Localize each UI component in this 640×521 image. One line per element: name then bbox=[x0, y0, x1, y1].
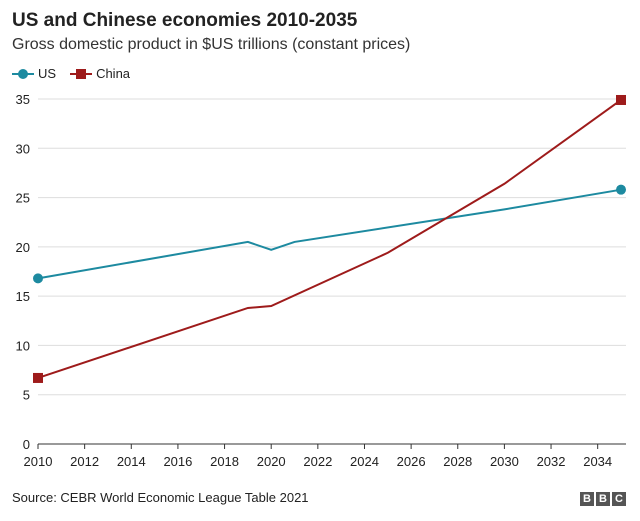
square-marker-icon bbox=[70, 68, 93, 79]
legend-item-us: US bbox=[12, 66, 56, 81]
source-note: Source: CEBR World Economic League Table… bbox=[12, 490, 309, 505]
x-tick-label: 2030 bbox=[490, 454, 519, 469]
y-tick-label: 5 bbox=[23, 388, 30, 403]
chart-title: US and Chinese economies 2010-2035 bbox=[12, 10, 358, 31]
legend-item-china: China bbox=[70, 66, 130, 81]
x-tick-label: 2034 bbox=[583, 454, 612, 469]
series-line-china bbox=[37, 99, 622, 379]
y-tick-label: 25 bbox=[16, 191, 30, 206]
series-line-us bbox=[37, 188, 622, 280]
x-tick-label: 2026 bbox=[397, 454, 426, 469]
x-tick-label: 2014 bbox=[117, 454, 146, 469]
legend: US China bbox=[12, 66, 130, 81]
data-point bbox=[33, 372, 43, 383]
legend-label: US bbox=[38, 66, 57, 81]
x-tick-label: 2012 bbox=[70, 454, 99, 469]
x-tick-label: 2022 bbox=[303, 454, 332, 469]
y-tick-label: 35 bbox=[16, 92, 30, 107]
chart-subtitle: Gross domestic product in $US trillions … bbox=[12, 36, 411, 53]
y-tick-label: 30 bbox=[16, 141, 30, 156]
x-tick-label: 2018 bbox=[210, 454, 239, 469]
y-tick-label: 10 bbox=[16, 338, 30, 353]
legend-label: China bbox=[96, 66, 131, 81]
x-tick-label: 2010 bbox=[24, 454, 53, 469]
y-tick-label: 0 bbox=[23, 437, 30, 452]
y-tick-label: 20 bbox=[16, 240, 30, 255]
data-point bbox=[616, 94, 626, 105]
x-tick-label: 2024 bbox=[350, 454, 379, 469]
x-tick-label: 2016 bbox=[163, 454, 192, 469]
x-tick-label: 2028 bbox=[443, 454, 472, 469]
data-point bbox=[616, 184, 626, 195]
data-point bbox=[33, 273, 43, 284]
circle-marker-icon bbox=[12, 68, 34, 79]
y-tick-label: 15 bbox=[16, 289, 30, 304]
x-tick-label: 2032 bbox=[537, 454, 566, 469]
x-tick-label: 2020 bbox=[257, 454, 286, 469]
